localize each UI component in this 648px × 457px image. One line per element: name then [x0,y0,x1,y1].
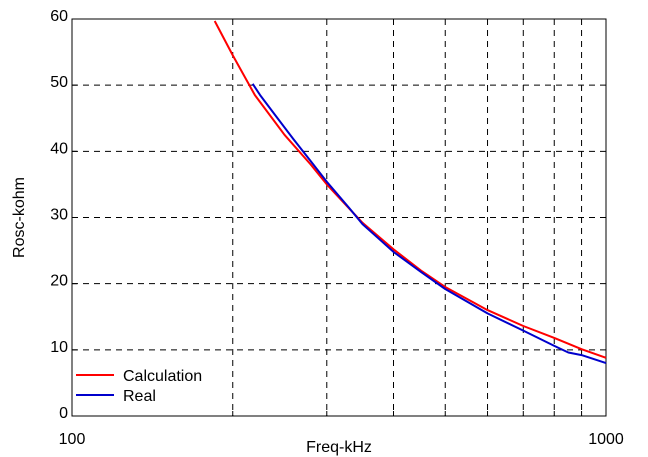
x-tick-label: 100 [59,431,86,448]
y-tick-label: 0 [59,405,68,422]
x-axis-ticks: 100 1000 [59,411,624,448]
y-axis-ticks: 0 10 20 30 40 50 60 [50,8,77,422]
x-axis-label: Freq-kHz [306,439,372,456]
legend: Calculation Real [76,368,202,405]
series-line-calculation [213,20,607,359]
y-tick-label: 10 [50,339,68,356]
y-tick-label: 30 [50,207,68,224]
y-tick-label: 40 [50,140,68,157]
y-axis-label: Rosc-kohm [11,177,28,258]
y-tick-label: 50 [50,74,68,91]
y-tick-label: 20 [50,273,68,290]
y-tick-label: 60 [50,8,68,25]
legend-entry-real: Real [123,388,156,405]
x-tick-label: 1000 [588,431,624,448]
grid [72,19,606,416]
legend-entry-calculation: Calculation [123,368,202,385]
series-layer [213,20,607,365]
series-line-real [251,83,607,365]
